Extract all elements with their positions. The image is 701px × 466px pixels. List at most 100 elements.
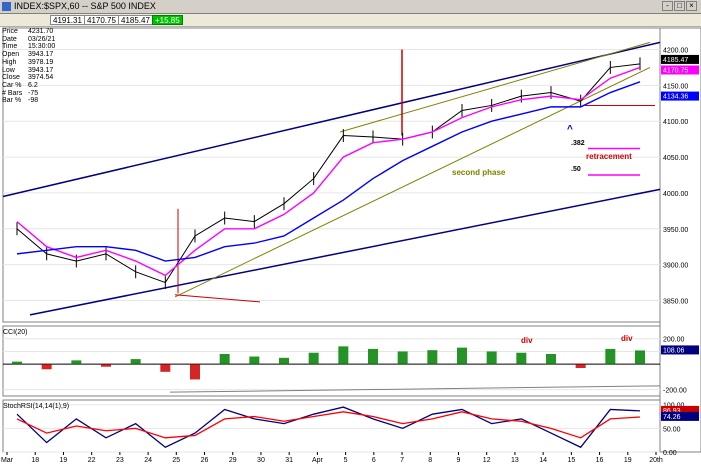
x-tick-label: 23 — [116, 457, 124, 464]
info-row: Low 3943.17 — [2, 66, 54, 74]
x-tick-label: 7 — [400, 457, 404, 464]
series-layer — [3, 57, 660, 449]
cci-trend-line — [169, 385, 661, 393]
price-y-tick-label: 4000.00 — [663, 191, 688, 198]
olive-trend-line — [174, 66, 651, 298]
x-tick-label: Apr — [312, 457, 324, 464]
cci-bar — [249, 356, 260, 365]
title-bar[interactable]: INDEX:$SPX,60 -- S&P 500 INDEX - □ × — [0, 0, 701, 14]
stoch-value-tag — [661, 411, 699, 421]
x-tick-label: 26 — [201, 457, 209, 464]
price-y-tick-label: 4050.00 — [663, 155, 688, 162]
price-y-tick-label: 3950.00 — [663, 227, 688, 234]
olive-trend-line — [339, 41, 651, 133]
retracement-annotation: retracement — [586, 152, 632, 161]
maximize-button[interactable]: □ — [674, 1, 685, 11]
price-value-label: 4185.47 — [663, 57, 688, 64]
quote-change-badge: +15.85 — [152, 15, 183, 25]
x-tick-label: 19 — [60, 457, 68, 464]
trend-lines — [2, 41, 661, 393]
upper-channel-line — [2, 41, 661, 198]
stoch-value-label: 74.26 — [663, 414, 681, 421]
info-row: Bar % -98 — [2, 97, 39, 105]
app-icon — [2, 2, 11, 11]
cci-bar — [101, 364, 111, 367]
price-y-tick-label: 4150.00 — [663, 83, 688, 90]
x-tick-label: 6 — [372, 457, 376, 464]
price-line — [16, 63, 641, 284]
info-row: # Bars -75 — [2, 89, 39, 97]
cci-bar — [427, 350, 438, 365]
slow-ma-line — [16, 81, 641, 262]
x-tick-label: 8 — [428, 457, 432, 464]
cci-bar — [71, 360, 82, 365]
x-tick-label: 20th — [649, 457, 663, 464]
fast-ma-line — [16, 66, 641, 277]
cci-bar — [219, 354, 230, 365]
info-row: Date 03/26/21 — [2, 35, 56, 43]
cci-value-label: 108.06 — [663, 347, 685, 354]
close-button[interactable]: × — [686, 1, 697, 11]
fib-382-label: .382 — [571, 140, 585, 147]
divergence-label: div — [521, 336, 533, 345]
x-tick-label: 9 — [457, 457, 461, 464]
cci-bar — [546, 354, 556, 365]
second-phase-annotation: second phase — [452, 168, 506, 177]
cci-panel-label: CCI(20) — [3, 329, 28, 336]
cci-value-tag — [661, 345, 699, 355]
cci-bar — [605, 348, 616, 365]
cci-panel-frame — [2, 325, 661, 397]
grid — [2, 27, 701, 453]
info-panel: Price 4231.70 Date 03/26/21 Time 15:30:00 O… — [2, 28, 55, 105]
stoch-y-tick-label: 0.00 — [663, 450, 677, 457]
cci-bar — [279, 357, 289, 365]
cci-bar — [160, 364, 171, 372]
divergence-label: div — [621, 334, 633, 343]
x-tick-label: 13 — [511, 457, 519, 464]
info-row: Open 3943.17 — [2, 51, 54, 59]
cci-bar — [457, 347, 467, 365]
cci-bar — [516, 352, 527, 365]
cci-bar — [368, 348, 378, 365]
stoch-value-tag — [661, 405, 699, 415]
cci-bar — [41, 364, 52, 370]
stoch-d-line — [16, 411, 641, 439]
price-y-tick-label: 3900.00 — [663, 263, 688, 270]
cci-bar — [12, 361, 22, 365]
x-tick-label: 14 — [539, 457, 547, 464]
minimize-button[interactable]: - — [662, 1, 673, 11]
red-support-line — [174, 294, 261, 303]
cci-bar — [308, 352, 319, 365]
fib-50-label: .50 — [571, 166, 581, 173]
stochrsi-panel-frame — [2, 399, 661, 453]
info-row: High 3978.19 — [2, 58, 54, 66]
cci-bar — [397, 351, 408, 365]
info-row: Price 4231.70 — [2, 28, 54, 35]
cci-bar — [338, 346, 349, 365]
cci-bar — [486, 351, 497, 365]
cci-bar — [130, 359, 141, 365]
stoch-panel-label: StochRSI(14,14(1),9) — [3, 403, 69, 410]
quote-toolbar: 4191.31 4170.75 4185.47 +15.85 — [0, 14, 701, 27]
x-tick-label: 24 — [144, 457, 152, 464]
cci-bar — [635, 350, 645, 365]
x-tick-label: 25 — [172, 457, 180, 464]
x-tick-label: 19 — [624, 457, 632, 464]
x-tick-label: 30 — [257, 457, 265, 464]
x-tick-label: 16 — [596, 457, 604, 464]
info-row: Car % 6.2 — [2, 81, 38, 89]
cci-y-tick-label: 200.00 — [663, 337, 685, 344]
stoch-value-label: 86.93 — [663, 408, 681, 415]
price-y-tick-label: 3850.00 — [663, 298, 688, 305]
price-value-tag — [661, 54, 699, 64]
price-panel-frame — [2, 27, 661, 323]
price-y-tick-label: 4200.00 — [663, 48, 688, 55]
cci-bar — [575, 364, 586, 368]
x-tick-label: 31 — [285, 457, 293, 464]
cci-bar — [190, 364, 200, 380]
x-tick-label: 12 — [483, 457, 491, 464]
stoch-y-tick-label: 50.00 — [663, 426, 681, 433]
cci-y-tick-label: -200.00 — [663, 388, 687, 395]
